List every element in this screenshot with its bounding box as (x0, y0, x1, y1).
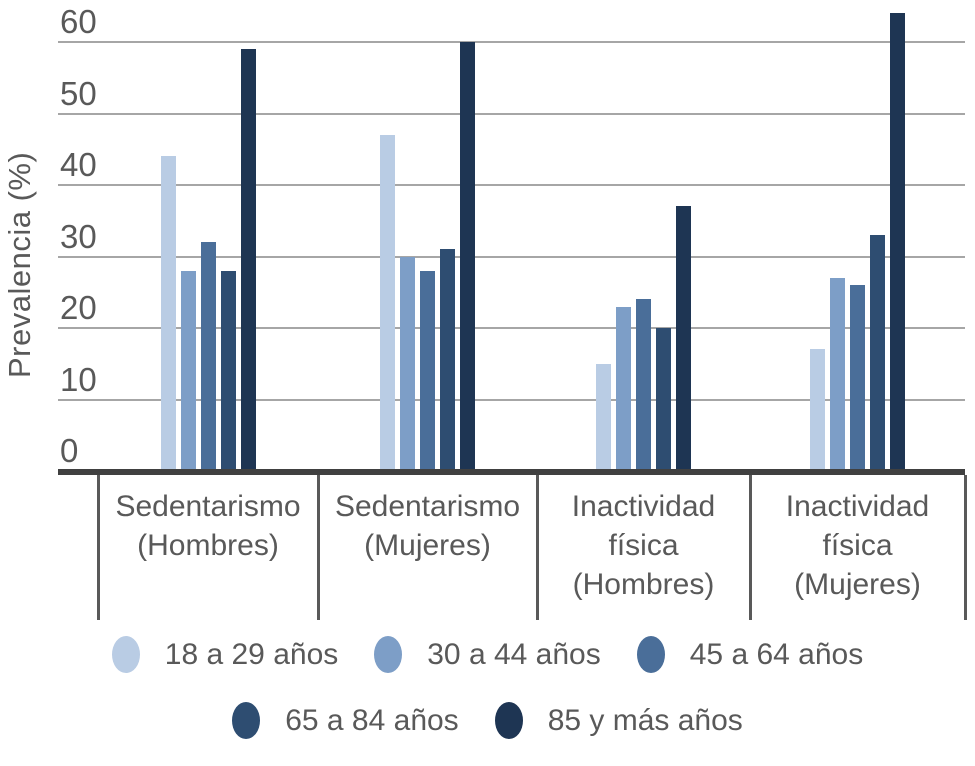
y-tick-label: 10 (60, 360, 97, 398)
x-axis-line (58, 469, 965, 475)
bar-group (810, 13, 905, 471)
bar-group (160, 49, 256, 471)
category-divider (536, 475, 539, 620)
bar-series3-cat3 (870, 235, 885, 471)
legend-item: 18 a 29 años (111, 636, 339, 673)
legend-item: 65 a 84 años (232, 702, 459, 739)
category-label: Inactividad física (Hombres) (571, 490, 716, 601)
category-label: Sedentarismo (Hombres) (115, 490, 301, 562)
gridline (58, 255, 965, 258)
gridline (58, 184, 965, 186)
legend-label: 45 a 64 años (689, 637, 864, 671)
legend-label: 85 y más años (547, 703, 743, 737)
legend-label: 65 a 84 años (285, 703, 459, 737)
bar-series1-cat0 (180, 270, 196, 471)
bar-series4-cat0 (240, 49, 256, 471)
category-label: Sedentarismo (Mujeres) (334, 490, 521, 562)
y-tick-label: 50 (60, 74, 97, 112)
y-tick-label: 40 (60, 146, 97, 183)
bar-series2-cat0 (200, 242, 216, 471)
bar-series1-cat1 (400, 256, 415, 471)
bar-series1-cat2 (616, 306, 631, 471)
bar-group (596, 206, 691, 471)
bar-series0-cat0 (160, 156, 176, 471)
category-divider (964, 475, 967, 620)
legend-swatch-icon (636, 636, 665, 673)
bar-group (380, 42, 475, 471)
bar-series4-cat1 (460, 42, 475, 471)
bar-series4-cat2 (676, 206, 691, 471)
bar-series2-cat2 (636, 299, 651, 471)
legend-swatch-icon (111, 636, 140, 673)
bar-series3-cat1 (440, 249, 455, 471)
legend-label: 18 a 29 años (164, 637, 339, 671)
legend-row-2: 65 a 84 años 85 y más años (0, 702, 975, 739)
bar-series2-cat1 (420, 270, 435, 471)
category-divider (97, 475, 100, 620)
legend-item: 45 a 64 años (636, 636, 864, 673)
legend-label: 30 a 44 años (427, 637, 601, 671)
bar-series0-cat1 (380, 134, 395, 471)
category-label: Inactividad física (Mujeres) (785, 490, 930, 601)
legend-item: 30 a 44 años (374, 636, 601, 673)
gridline (58, 41, 965, 43)
bar-series1-cat3 (830, 277, 845, 471)
category-divider (317, 475, 320, 620)
gridline (58, 327, 965, 329)
y-tick-label: 30 (60, 217, 97, 255)
plot-area: 0 10 20 30 40 50 60 (58, 0, 965, 471)
y-tick-label: 20 (60, 289, 97, 326)
y-tick-label: 0 (60, 432, 79, 469)
bar-series3-cat2 (656, 328, 671, 471)
bar-series0-cat3 (810, 349, 825, 471)
legend-swatch-icon (494, 702, 523, 739)
legend-swatch-icon (374, 636, 403, 673)
gridline (58, 398, 965, 401)
y-axis-title: Prevalencia (%) (2, 151, 37, 379)
category-divider (749, 475, 752, 620)
bar-series4-cat3 (890, 13, 905, 471)
gridline (58, 112, 965, 115)
y-tick-label: 60 (60, 3, 97, 40)
bar-series2-cat3 (850, 285, 865, 471)
legend-swatch-icon (232, 702, 261, 739)
bar-series3-cat0 (220, 270, 236, 471)
legend-item: 85 y más años (494, 702, 743, 739)
category-axis: Sedentarismo (Hombres) Sedentarismo (Muje… (58, 475, 967, 620)
legend-row-1: 18 a 29 años 30 a 44 años 45 a 64 años (0, 636, 975, 673)
bar-series0-cat2 (596, 363, 611, 471)
